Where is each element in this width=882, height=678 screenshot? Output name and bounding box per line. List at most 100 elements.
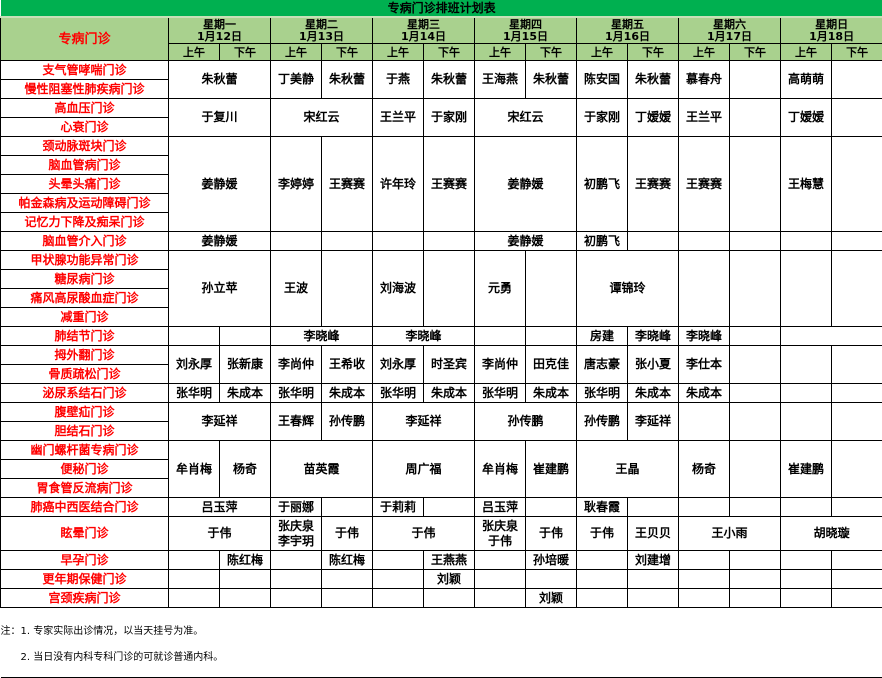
empty-cell (577, 570, 628, 589)
empty-cell (475, 570, 526, 589)
afternoon-header: 下午 (322, 44, 373, 61)
empty-cell (781, 251, 832, 327)
empty-cell (271, 551, 322, 570)
doctor-cell: 李尚仲 (475, 346, 526, 384)
clinic-name: 痛风高尿酸血症门诊 (1, 289, 169, 308)
clinic-name: 肺癌中西医结合门诊 (1, 498, 169, 517)
table-row: 幽门螺杆菌专病门诊牟肖梅杨奇苗英霞周广福牟肖梅崔建鹏王晶杨奇崔建鹏 (1, 441, 882, 460)
empty-cell (679, 589, 730, 608)
doctor-cell: 周广福 (373, 441, 475, 498)
empty-cell (832, 570, 882, 589)
doctor-cell: 王春辉 (271, 403, 322, 441)
table-row: 早孕门诊陈红梅陈红梅王燕燕孙培暖刘建增 (1, 551, 882, 570)
empty-cell (730, 570, 781, 589)
table-row: 腹壁疝门诊李延祥王春辉孙传鹏李延祥孙传鹏孙传鹏李延祥 (1, 403, 882, 422)
doctor-cell: 张华明 (169, 384, 220, 403)
clinic-name: 早孕门诊 (1, 551, 169, 570)
clinic-name: 减重门诊 (1, 308, 169, 327)
empty-cell (832, 384, 882, 403)
doctor-cell: 慕春舟 (679, 61, 730, 99)
doctor-cell: 于复川 (169, 99, 271, 137)
doctor-cell: 孙立苹 (169, 251, 271, 327)
doctor-cell: 李婷婷 (271, 137, 322, 232)
empty-cell (781, 232, 832, 251)
weekday-label: 星期三 (373, 19, 474, 31)
doctor-cell: 姜静媛 (475, 137, 577, 232)
clinic-name: 高血压门诊 (1, 99, 169, 118)
clinic-name: 支气管哮喘门诊 (1, 61, 169, 80)
empty-cell (373, 589, 424, 608)
doctor-cell: 高萌萌 (781, 61, 832, 99)
empty-cell (781, 327, 882, 346)
empty-cell (526, 498, 577, 517)
doctor-cell: 房建 (577, 327, 628, 346)
empty-cell (424, 251, 475, 327)
morning-header: 上午 (373, 44, 424, 61)
doctor-cell: 宋红云 (271, 99, 373, 137)
empty-cell (730, 327, 781, 346)
weekday-label: 星期一 (169, 19, 270, 31)
empty-cell (628, 589, 679, 608)
empty-cell (679, 403, 730, 441)
doctor-cell: 朱秋蕾 (628, 61, 679, 99)
doctor-cell: 孙传鹏 (577, 403, 628, 441)
table-row: 肺癌中西医结合门诊吕玉萍于丽娜于莉莉吕玉萍耿春霞 (1, 498, 882, 517)
weekday-label: 星期二 (271, 19, 372, 31)
morning-header: 上午 (577, 44, 628, 61)
date-label: 1月16日 (577, 31, 678, 43)
weekday-label: 星期五 (577, 19, 678, 31)
doctor-cell: 朱成本 (679, 384, 730, 403)
clinic-name: 慢性阻塞性肺疾病门诊 (1, 80, 169, 99)
clinic-name: 头晕头痛门诊 (1, 175, 169, 194)
empty-cell (679, 498, 730, 517)
doctor-cell: 朱秋蕾 (526, 61, 577, 99)
doctor-cell: 李仕本 (679, 346, 730, 384)
empty-cell (730, 137, 781, 232)
doctor-cell: 于伟 (577, 517, 628, 551)
doctor-cell: 刘颖 (424, 570, 475, 589)
morning-header: 上午 (781, 44, 832, 61)
clinic-name: 更年期保健门诊 (1, 570, 169, 589)
clinic-name: 脑血管介入门诊 (1, 232, 169, 251)
empty-cell (373, 570, 424, 589)
clinic-name: 眩晕门诊 (1, 517, 169, 551)
table-row: 支气管哮喘门诊朱秋蕾丁美静朱秋蕾于燕朱秋蕾王海燕朱秋蕾陈安国朱秋蕾慕春舟高萌萌 (1, 61, 882, 80)
empty-cell (730, 498, 781, 517)
doctor-cell: 张小夏 (628, 346, 679, 384)
empty-cell (220, 589, 271, 608)
clinic-name: 胃食管反流病门诊 (1, 479, 169, 498)
date-label: 1月17日 (679, 31, 780, 43)
doctor-cell: 时圣宾 (424, 346, 475, 384)
doctor-cell: 元勇 (475, 251, 526, 327)
doctor-cell: 李尚仲 (271, 346, 322, 384)
doctor-cell: 牟肖梅 (169, 441, 220, 498)
empty-cell (781, 403, 832, 441)
doctor-cell: 朱成本 (526, 384, 577, 403)
table-row: 脑血管介入门诊姜静媛姜静媛初鹏飞 (1, 232, 882, 251)
empty-cell (832, 346, 882, 384)
date-label: 1月14日 (373, 31, 474, 43)
empty-cell (781, 346, 832, 384)
table-row: 颈动脉斑块门诊姜静媛李婷婷王赛赛许年玲王赛赛姜静媛初鹏飞王赛赛王赛赛王梅慧 (1, 137, 882, 156)
doctor-cell: 王赛赛 (424, 137, 475, 232)
doctor-cell: 姜静媛 (169, 232, 271, 251)
doctor-cell: 杨奇 (679, 441, 730, 498)
doctor-cell: 王兰平 (679, 99, 730, 137)
doctor-cell: 崔建鹏 (526, 441, 577, 498)
doctor-cell: 孙传鹏 (322, 403, 373, 441)
empty-cell (730, 232, 781, 251)
empty-cell (424, 232, 475, 251)
doctor-cell: 牟肖梅 (475, 441, 526, 498)
clinic-name: 肺结节门诊 (1, 327, 169, 346)
empty-cell (832, 232, 882, 251)
afternoon-header: 下午 (526, 44, 577, 61)
doctor-cell: 王燕燕 (424, 551, 475, 570)
morning-header: 上午 (169, 44, 220, 61)
clinic-name: 骨质疏松门诊 (1, 365, 169, 384)
doctor-cell: 于伟 (322, 517, 373, 551)
